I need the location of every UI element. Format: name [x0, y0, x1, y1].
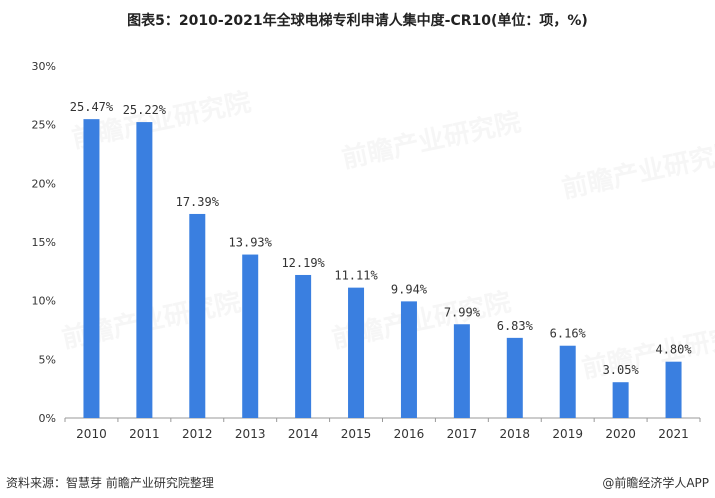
bar: [506, 337, 523, 418]
data-label: 25.47%: [70, 100, 114, 114]
y-tick-label: 0%: [39, 412, 56, 425]
data-label: 6.83%: [497, 319, 534, 333]
y-tick-label: 20%: [32, 177, 56, 190]
data-label: 17.39%: [176, 195, 220, 209]
x-tick-label: 2021: [658, 427, 689, 441]
x-tick-label: 2019: [552, 427, 583, 441]
data-label: 6.16%: [550, 327, 587, 341]
x-tick-label: 2018: [500, 427, 531, 441]
x-tick-label: 2017: [447, 427, 478, 441]
y-tick-label: 15%: [32, 236, 56, 249]
data-label: 7.99%: [444, 305, 481, 319]
data-label: 9.94%: [391, 282, 428, 296]
bar: [559, 345, 576, 418]
chart-title: 图表5：2010-2021年全球电梯专利申请人集中度-CR10(单位：项，%): [127, 13, 588, 29]
y-tick-label: 10%: [32, 295, 56, 308]
data-label: 3.05%: [603, 363, 640, 377]
data-label: 13.93%: [229, 236, 273, 250]
bar: [453, 324, 470, 418]
x-tick-label: 2011: [129, 427, 160, 441]
data-label: 25.22%: [123, 103, 167, 117]
brand-label: @前瞻经济学人APP: [602, 476, 709, 490]
y-tick-label: 30%: [32, 60, 56, 73]
bar: [612, 382, 629, 418]
x-tick-label: 2013: [235, 427, 266, 441]
x-tick-label: 2015: [341, 427, 372, 441]
bar-chart: 0% 5% 10% 15% 20% 25% 30% 25.47% 2010 25.22% 2011 1…: [32, 60, 701, 441]
x-tick-label: 2020: [605, 427, 636, 441]
data-label: 12.19%: [281, 256, 325, 270]
bar: [400, 301, 417, 418]
bar: [295, 274, 312, 418]
bar: [242, 254, 259, 418]
y-tick-label: 25%: [32, 119, 56, 132]
bar: [348, 287, 365, 418]
x-tick-label: 2012: [182, 427, 213, 441]
x-tick-label: 2016: [394, 427, 425, 441]
data-label: 4.80%: [655, 343, 692, 357]
x-tick-label: 2010: [76, 427, 107, 441]
y-tick-label: 5%: [39, 353, 56, 366]
data-label: 11.11%: [334, 269, 378, 283]
x-tick-label: 2014: [288, 427, 319, 441]
bar: [189, 213, 206, 418]
bar: [83, 119, 100, 418]
source-note: 资料来源：智慧芽 前瞻产业研究院整理: [6, 476, 214, 490]
bar: [665, 361, 682, 418]
bar: [136, 122, 153, 419]
